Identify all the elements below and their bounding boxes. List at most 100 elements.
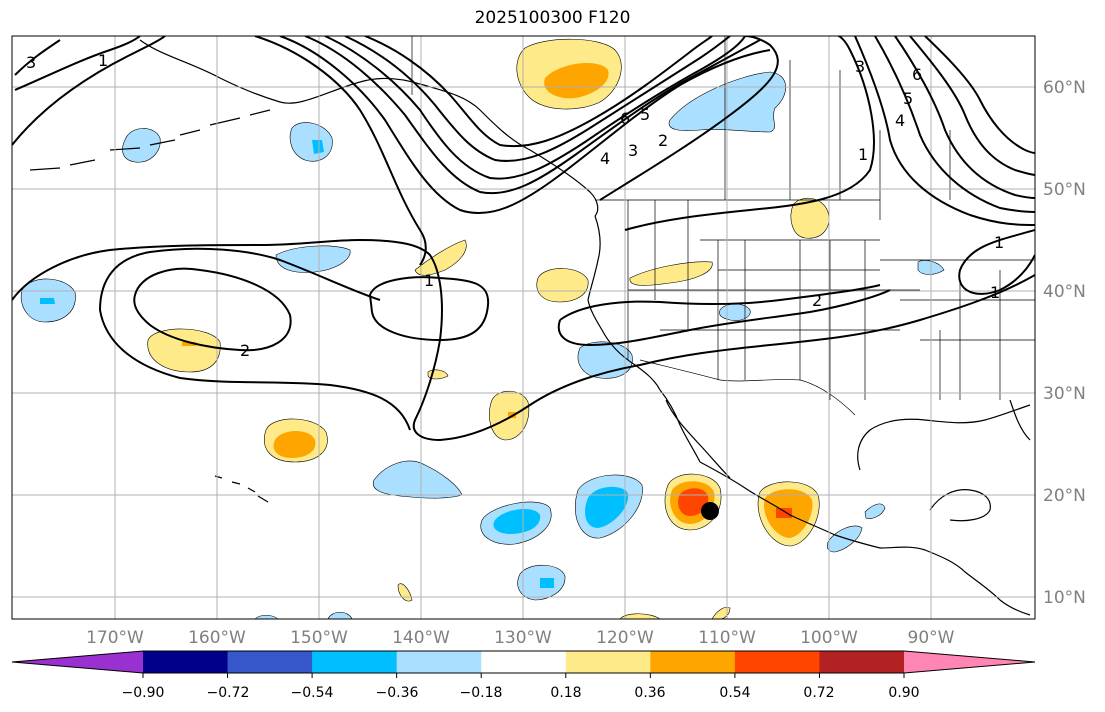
contour-label: 3 (26, 53, 36, 72)
lon-label: 160°W (188, 628, 246, 648)
contour-label: 5 (640, 105, 650, 124)
lon-label: 140°W (392, 628, 450, 648)
contour-line (279, 36, 771, 215)
mexico-west-coast (699, 461, 881, 549)
negative-anomaly-area (826, 525, 863, 553)
positive-anomaly-area (414, 239, 467, 276)
lon-label: 90°W (908, 628, 955, 648)
contour-label: 2 (812, 291, 822, 310)
aleutian-islands (29, 109, 271, 171)
lon-label: 110°W (698, 628, 756, 648)
contour-labels: 3 1 6 5 4 3 2 6 5 4 3 1 1 2 1 2 1 (26, 51, 1004, 360)
contour-line (874, 36, 1035, 213)
contour-line (958, 229, 1035, 295)
lon-label: 170°W (86, 628, 144, 648)
strong-positive-anomaly-core (776, 508, 792, 518)
colorbar-tick-label: 0.36 (634, 685, 665, 701)
contour-label: 2 (240, 341, 250, 360)
map-title: 2025100300 F120 (474, 8, 631, 28)
negative-anomaly-core (585, 486, 629, 528)
contour-label: 2 (658, 131, 668, 150)
negative-anomaly-core (540, 578, 554, 588)
lat-label: 30°N (1043, 384, 1086, 404)
eastern-state-lines (880, 259, 1035, 400)
negative-anomaly-area (864, 503, 886, 519)
colorbar-extend-min (12, 651, 143, 673)
lat-label: 20°N (1043, 486, 1086, 506)
lat-label: 40°N (1043, 282, 1086, 302)
colorbar-tick-labels: −0.90 −0.72 −0.54 −0.36 −0.18 0.18 0.36 … (122, 685, 920, 701)
contour-line (12, 238, 1035, 442)
contour-label: 1 (424, 271, 434, 290)
coastlines (29, 39, 1031, 616)
colorbar-segment (734, 651, 820, 673)
contour-line (557, 289, 891, 347)
colorbar-segment (396, 651, 482, 673)
positive-anomaly-area (629, 261, 713, 286)
gulf-coast (857, 404, 1031, 471)
yucatan (929, 489, 991, 522)
contour-label: 3 (855, 57, 865, 76)
contour-label: 4 (895, 111, 905, 130)
plot-border (11, 35, 1036, 620)
colorbar-segment (227, 651, 313, 673)
colorbar-segment (819, 651, 905, 673)
contour-line (12, 36, 166, 146)
colorbar-tick-label: 0.54 (719, 685, 750, 701)
contour-line (624, 36, 875, 231)
location-marker (701, 502, 719, 520)
latitude-labels: 60°N 50°N 40°N 30°N 20°N 10°N (1043, 78, 1086, 608)
contour-label: 1 (98, 51, 108, 70)
contour-label: 6 (912, 65, 922, 84)
positive-anomaly-area (147, 328, 221, 373)
contour-label: 4 (600, 149, 610, 168)
colorbar-segment (481, 651, 567, 673)
colorbar-segment (312, 651, 398, 673)
longitude-labels: 170°W 160°W 150°W 140°W 130°W 120°W 110°… (86, 628, 955, 648)
graticule (12, 36, 1035, 619)
baja-peninsula (659, 389, 731, 479)
contour-lines (12, 36, 1035, 442)
bc-coast (587, 215, 601, 301)
contour-line (254, 36, 427, 266)
contour-line (894, 36, 1035, 199)
lon-label: 150°W (290, 628, 348, 648)
lon-label: 100°W (800, 628, 858, 648)
contour-line (133, 267, 292, 352)
colorbar-tick-label: −0.54 (291, 685, 334, 701)
colorbar-segment (143, 651, 229, 673)
contour-line (854, 36, 1035, 226)
colorbar-tick-label: 0.18 (550, 685, 581, 701)
colorbar-segment (650, 651, 736, 673)
contour-line (559, 284, 881, 321)
colorbar (11, 650, 1036, 678)
contour-label: 5 (903, 89, 913, 108)
contour-line (368, 276, 490, 342)
contour-line (99, 309, 411, 431)
positive-anomaly-area (790, 198, 830, 239)
contour-line (304, 36, 761, 195)
colorbar-tick-label: −0.18 (460, 685, 503, 701)
positive-anomaly-core (273, 431, 316, 458)
florida (1009, 399, 1031, 441)
contour-line (324, 36, 746, 180)
contour-label: 1 (990, 283, 1000, 302)
central-america (879, 546, 1031, 616)
positive-anomaly-area (711, 607, 731, 619)
contour-line (344, 36, 731, 162)
negative-anomaly-core (493, 508, 541, 534)
state-lines (627, 200, 920, 400)
lat-label: 10°N (1043, 588, 1086, 608)
shaded-anomaly-fields (20, 38, 945, 619)
colorbar-tick-label: −0.36 (376, 685, 419, 701)
negative-anomaly-area (719, 303, 751, 321)
negative-anomaly-core (40, 298, 55, 304)
contour-line (924, 36, 1035, 154)
contour-line (99, 247, 381, 311)
alaska-coast (139, 39, 599, 217)
colorbar-segment (565, 651, 651, 673)
contour-label: 3 (628, 141, 638, 160)
positive-anomaly-area (536, 268, 589, 303)
lat-label: 60°N (1043, 78, 1086, 98)
